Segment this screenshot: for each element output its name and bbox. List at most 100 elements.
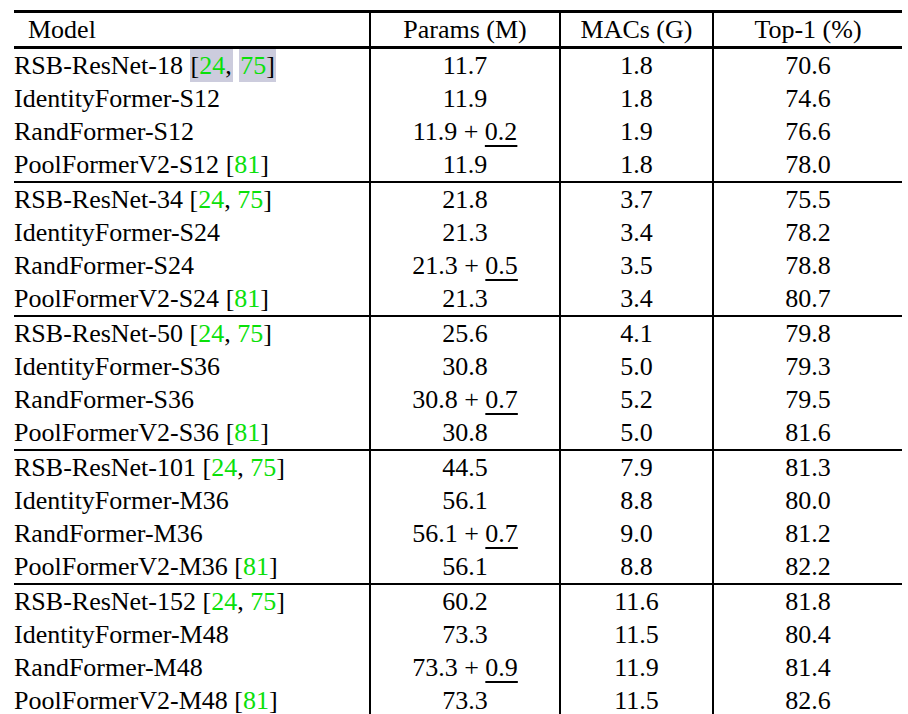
citation-bracket[interactable]: [ xyxy=(190,185,199,214)
params-cell: 21.3 xyxy=(370,282,560,316)
citation-bracket[interactable]: [ xyxy=(190,319,199,348)
citation-link[interactable]: [24, 75] xyxy=(190,185,272,214)
column-header-macs: MACs (G) xyxy=(560,12,713,48)
params-value: 21.3 xyxy=(412,251,458,280)
citation-ref-number[interactable]: 81 xyxy=(234,418,260,447)
params-value: 11.9 xyxy=(443,84,488,113)
citation-segment[interactable]: [81] xyxy=(226,418,269,447)
citation-bracket[interactable]: ] xyxy=(269,686,278,714)
citation-ref-number[interactable]: 75 xyxy=(250,587,276,616)
citation-ref-number[interactable]: 24 xyxy=(211,587,237,616)
top1-cell: 70.6 xyxy=(713,48,902,83)
model-cell: RSB-ResNet-152 [24, 75] xyxy=(14,584,370,618)
citation-bracket[interactable]: [ xyxy=(234,552,243,581)
citation-bracket[interactable]: [ xyxy=(234,686,243,714)
citation-segment[interactable]: [81] xyxy=(226,150,269,179)
citation-bracket[interactable]: ] xyxy=(266,51,275,80)
params-cell: 21.3 + 0.5 xyxy=(370,249,560,282)
citation-segment[interactable]: 75] xyxy=(239,49,276,82)
citation-bracket[interactable]: , xyxy=(237,453,244,482)
citation-ref-number[interactable]: 75 xyxy=(237,319,263,348)
citation-bracket[interactable]: ] xyxy=(260,284,269,313)
citation-bracket[interactable]: , xyxy=(237,587,244,616)
citation-link[interactable]: [81] xyxy=(226,418,269,447)
model-cell: IdentityFormer-S36 xyxy=(14,350,370,383)
citation-ref-number[interactable]: 75 xyxy=(237,185,263,214)
top1-value: 78.0 xyxy=(785,150,831,179)
citation-ref-number[interactable]: 75 xyxy=(240,51,266,80)
model-name: RandFormer-S12 xyxy=(14,117,194,146)
citation-link[interactable]: [24, 75] xyxy=(203,453,285,482)
citation-link[interactable]: [24, 75] xyxy=(190,49,276,82)
macs-cell: 8.8 xyxy=(560,550,713,584)
citation-bracket[interactable]: ] xyxy=(276,587,285,616)
citation-ref-number[interactable]: 81 xyxy=(234,284,260,313)
citation-segment[interactable]: [24, xyxy=(190,185,231,214)
citation-ref-number[interactable]: 81 xyxy=(243,552,269,581)
model-cell: RSB-ResNet-18 [24, 75] xyxy=(14,48,370,83)
citation-bracket[interactable]: [ xyxy=(191,51,200,80)
citation-bracket[interactable]: , xyxy=(224,319,231,348)
top1-value: 81.3 xyxy=(785,453,831,482)
table-row: PoolFormerV2-S12 [81]11.91.878.0 xyxy=(14,148,902,182)
citation-ref-number[interactable]: 81 xyxy=(234,150,260,179)
citation-bracket[interactable]: [ xyxy=(226,150,235,179)
citation-segment[interactable]: [81] xyxy=(234,552,277,581)
top1-value: 81.2 xyxy=(785,519,831,548)
macs-value: 11.5 xyxy=(614,620,659,649)
citation-segment[interactable]: [81] xyxy=(234,686,277,714)
params-cell: 73.3 xyxy=(370,684,560,714)
table-row: IdentityFormer-S2421.33.478.2 xyxy=(14,216,902,249)
citation-segment[interactable]: [81] xyxy=(226,284,269,313)
citation-segment[interactable]: 75] xyxy=(237,319,272,348)
citation-bracket[interactable]: ] xyxy=(260,150,269,179)
top1-cell: 81.8 xyxy=(713,584,902,618)
citation-ref-number[interactable]: 24 xyxy=(211,453,237,482)
citation-bracket[interactable]: ] xyxy=(276,453,285,482)
citation-bracket[interactable]: ] xyxy=(263,319,272,348)
citation-bracket[interactable]: [ xyxy=(203,453,212,482)
params-cell: 56.1 + 0.7 xyxy=(370,517,560,550)
citation-bracket[interactable]: , xyxy=(225,51,232,80)
citation-ref-number[interactable]: 24 xyxy=(199,51,225,80)
citation-segment[interactable]: [24, xyxy=(203,453,244,482)
citation-bracket[interactable]: ] xyxy=(260,418,269,447)
citation-link[interactable]: [24, 75] xyxy=(190,319,272,348)
citation-bracket[interactable]: , xyxy=(224,185,231,214)
citation-link[interactable]: [24, 75] xyxy=(203,587,285,616)
citation-bracket[interactable]: ] xyxy=(263,185,272,214)
citation-bracket[interactable]: [ xyxy=(203,587,212,616)
model-cell: RandFormer-M48 xyxy=(14,651,370,684)
citation-link[interactable]: [81] xyxy=(226,284,269,313)
top1-cell: 80.7 xyxy=(713,282,902,316)
citation-ref-number[interactable]: 75 xyxy=(250,453,276,482)
model-name: IdentityFormer-S12 xyxy=(14,84,220,113)
macs-value: 3.5 xyxy=(620,251,653,280)
citation-segment[interactable]: 75] xyxy=(250,587,285,616)
table-row: RandFormer-M4873.3 + 0.911.981.4 xyxy=(14,651,902,684)
citation-bracket[interactable]: [ xyxy=(226,418,235,447)
citation-ref-number[interactable]: 24 xyxy=(198,319,224,348)
macs-cell: 11.6 xyxy=(560,584,713,618)
citation-segment[interactable]: 75] xyxy=(250,453,285,482)
model-name: PoolFormerV2-S36 xyxy=(14,418,219,447)
model-cell: RSB-ResNet-34 [24, 75] xyxy=(14,182,370,216)
params-cell: 56.1 xyxy=(370,484,560,517)
citation-segment[interactable]: [24, xyxy=(190,49,233,82)
macs-cell: 1.8 xyxy=(560,82,713,115)
model-cell: PoolFormerV2-M48 [81] xyxy=(14,684,370,714)
params-value: 30.8 xyxy=(412,385,458,414)
citation-ref-number[interactable]: 24 xyxy=(198,185,224,214)
citation-ref-number[interactable]: 81 xyxy=(243,686,269,714)
model-cell: PoolFormerV2-S36 [81] xyxy=(14,416,370,450)
citation-bracket[interactable]: ] xyxy=(269,552,278,581)
citation-segment[interactable]: 75] xyxy=(237,185,272,214)
top1-cell: 74.6 xyxy=(713,82,902,115)
citation-link[interactable]: [81] xyxy=(234,552,277,581)
citation-link[interactable]: [81] xyxy=(226,150,269,179)
citation-link[interactable]: [81] xyxy=(234,686,277,714)
citation-segment[interactable]: [24, xyxy=(203,587,244,616)
citation-bracket[interactable]: [ xyxy=(226,284,235,313)
citation-segment[interactable]: [24, xyxy=(190,319,231,348)
macs-cell: 1.9 xyxy=(560,115,713,148)
